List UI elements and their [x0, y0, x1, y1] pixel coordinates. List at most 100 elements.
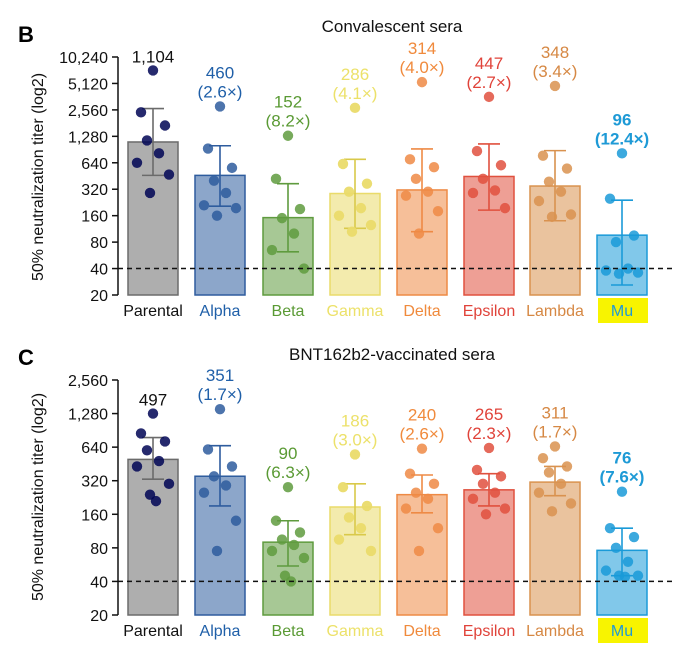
data-point — [471, 464, 483, 476]
data-point — [495, 471, 507, 482]
data-point — [400, 190, 412, 201]
y-tick-label: 20 — [90, 288, 108, 305]
category-label-epsilon: Epsilon — [463, 623, 515, 640]
data-point — [471, 145, 483, 157]
category-label-gamma: Gamma — [327, 303, 384, 320]
category-label-gamma: Gamma — [327, 623, 384, 640]
y-tick-label: 160 — [81, 209, 108, 226]
data-point — [131, 461, 143, 472]
data-point — [477, 173, 489, 185]
data-point — [404, 154, 416, 165]
data-point — [413, 228, 425, 239]
panel-c-vaccinated: C BNT162b2-vaccinated sera 50% neutraliz… — [18, 345, 672, 643]
y-tick-label: 80 — [90, 235, 108, 252]
plot-area: 20 40 80 160 320 640 1,280 2,560 5,120 10,240 Pare… — [59, 39, 672, 323]
data-point — [555, 478, 567, 490]
data-point — [208, 471, 220, 482]
data-point — [622, 263, 634, 274]
data-point — [198, 487, 210, 498]
fold-change-label: (4.0×) — [400, 58, 445, 77]
data-point — [294, 203, 306, 215]
data-point — [432, 205, 444, 217]
data-point — [565, 209, 577, 220]
data-point — [198, 200, 210, 211]
data-point — [428, 161, 440, 173]
data-point — [610, 236, 622, 248]
data-point — [632, 267, 644, 278]
category-highlight — [598, 298, 648, 323]
data-point — [416, 443, 428, 454]
data-point — [361, 178, 373, 189]
value-label: 286 — [341, 65, 369, 84]
data-point — [230, 202, 242, 214]
chart-title: Convalescent sera — [322, 17, 463, 36]
data-point — [467, 493, 479, 505]
y-tick-label: 20 — [90, 608, 108, 625]
data-point — [226, 461, 238, 472]
value-label: 76 — [613, 449, 632, 468]
data-point — [202, 444, 214, 455]
panel-letter: B — [18, 22, 34, 47]
data-point — [489, 185, 501, 196]
y-tick-label: 640 — [81, 156, 108, 173]
plot-area: 20 40 80 160 320 640 1,280 2,560 Parental 497 Alph… — [68, 366, 672, 643]
data-point — [298, 552, 310, 564]
data-point — [211, 210, 223, 221]
data-point — [543, 467, 555, 478]
data-point — [604, 523, 616, 534]
fold-change-label: (1.7×) — [533, 422, 578, 441]
category-label-alpha: Alpha — [200, 623, 241, 640]
data-point — [604, 193, 616, 204]
data-point — [628, 531, 640, 543]
data-point — [288, 228, 300, 239]
y-tick-label: 1,280 — [68, 129, 108, 146]
y-tick-label: 1,280 — [68, 407, 108, 424]
data-point — [131, 157, 143, 168]
category-label-mu: Mu — [611, 623, 633, 640]
data-point — [613, 268, 625, 279]
data-point — [622, 556, 634, 567]
data-point — [632, 570, 644, 581]
value-label: 348 — [541, 43, 569, 62]
data-point — [288, 539, 300, 551]
data-point — [432, 523, 444, 534]
data-point — [413, 545, 425, 557]
data-point — [226, 162, 238, 174]
data-point — [294, 527, 306, 538]
category-label-parental: Parental — [123, 303, 183, 320]
fold-change-label: (3.4×) — [533, 62, 578, 81]
data-point — [422, 186, 434, 197]
data-point — [150, 495, 162, 507]
fold-change-label: (12.4×) — [595, 129, 649, 148]
fold-change-label: (3.0×) — [333, 430, 378, 449]
data-point — [266, 244, 278, 256]
data-point — [495, 160, 507, 171]
data-point — [153, 148, 165, 159]
data-point — [600, 265, 612, 276]
data-point — [365, 545, 377, 557]
bar-gamma — [329, 192, 381, 296]
data-point — [533, 195, 545, 207]
y-tick-label: 2,560 — [68, 103, 108, 120]
data-point — [619, 571, 631, 583]
fold-change-label: (4.1×) — [333, 84, 378, 103]
data-point — [565, 498, 577, 509]
panel-letter: C — [18, 345, 34, 370]
data-point — [467, 187, 479, 199]
data-point — [480, 509, 492, 520]
data-point — [349, 102, 361, 114]
value-label: 186 — [341, 411, 369, 430]
data-point — [600, 565, 612, 576]
category-label-mu: Mu — [611, 303, 633, 320]
data-point — [355, 202, 367, 214]
data-point — [537, 452, 549, 464]
data-point — [333, 534, 345, 545]
panel-b-convalescent: B Convalescent sera 50% neutralization t… — [18, 17, 672, 323]
data-point — [549, 441, 561, 452]
data-point — [211, 545, 223, 557]
value-label: 265 — [475, 405, 503, 424]
data-point — [361, 500, 373, 512]
data-point — [561, 163, 573, 174]
category-label-alpha: Alpha — [200, 303, 241, 320]
